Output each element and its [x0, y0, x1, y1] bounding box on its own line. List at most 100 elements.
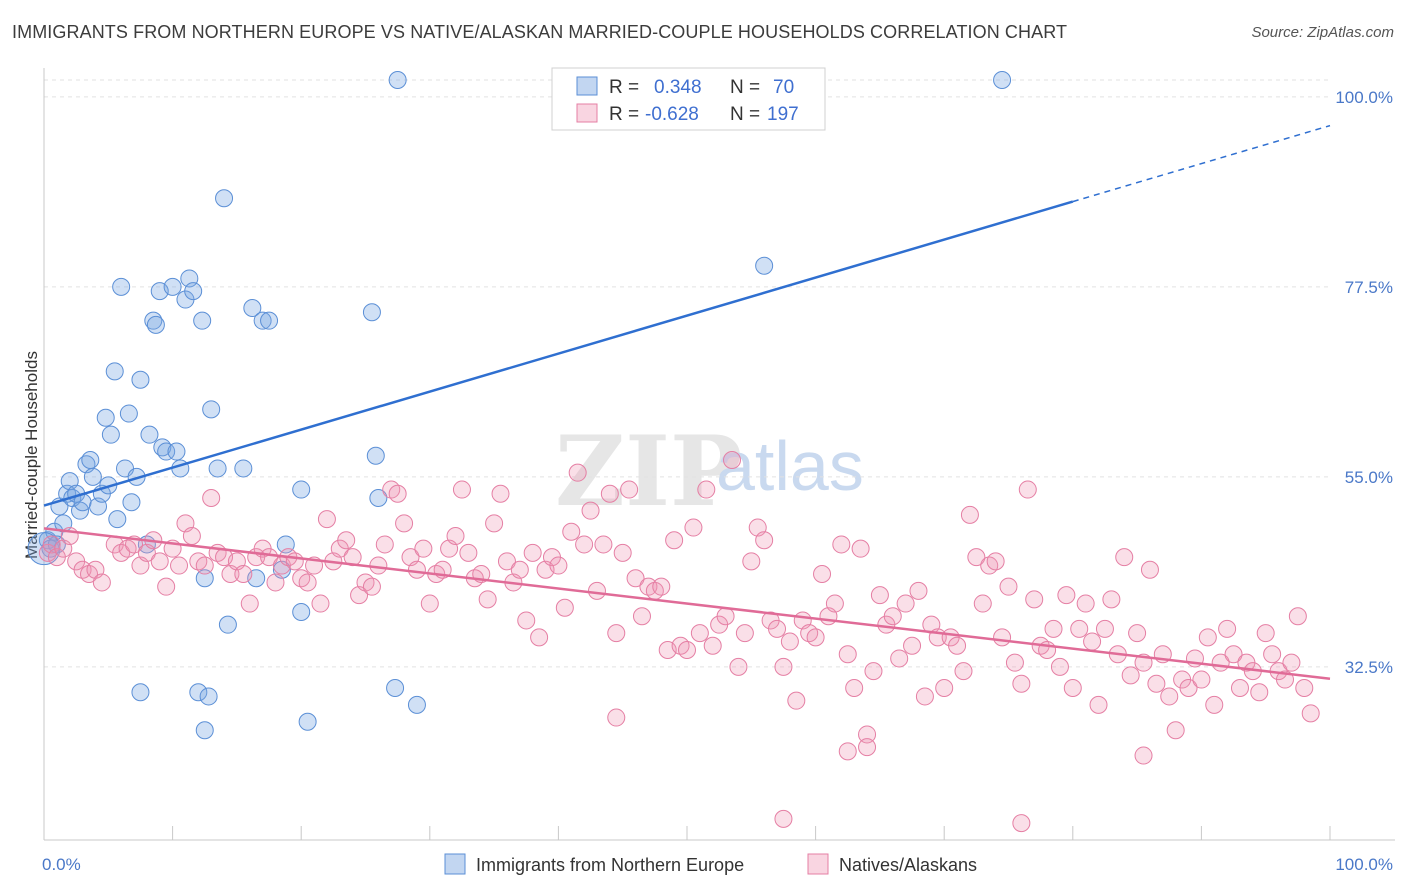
- point-natives-46: [337, 531, 356, 550]
- series-immigrants-northern-europe: [27, 71, 1012, 740]
- point-immigrants-34: [157, 442, 176, 461]
- legend-n-value-blue: 70: [773, 77, 794, 98]
- point-natives-35: [266, 573, 285, 592]
- point-immigrants-66: [195, 721, 214, 740]
- point-natives-30: [234, 565, 253, 583]
- point-natives-106: [723, 451, 742, 469]
- point-immigrants-60: [388, 71, 407, 89]
- point-natives-189: [1256, 624, 1275, 643]
- point-natives-79: [549, 556, 568, 575]
- point-immigrants-61: [386, 679, 405, 697]
- point-natives-202: [607, 708, 626, 727]
- point-natives-111: [755, 531, 774, 550]
- point-natives-145: [973, 594, 992, 613]
- point-immigrants-59: [369, 489, 388, 507]
- point-natives-135: [909, 581, 928, 600]
- point-immigrants-27: [131, 370, 150, 389]
- point-natives-75: [523, 543, 542, 562]
- point-natives-163: [1089, 695, 1108, 714]
- point-natives-157: [1050, 657, 1069, 676]
- point-natives-150: [1005, 653, 1024, 672]
- point-natives-70: [491, 484, 510, 503]
- correlation-legend: R = 0.348 N = 70 R = -0.628 N = 197: [551, 67, 826, 131]
- point-natives-171: [1140, 560, 1159, 579]
- point-natives-50: [362, 577, 381, 596]
- point-natives-92: [632, 607, 651, 626]
- axes: [43, 68, 1395, 841]
- point-natives-133: [896, 594, 915, 613]
- point-natives-43: [317, 510, 336, 529]
- point-natives-108: [735, 624, 754, 643]
- point-natives-80: [555, 598, 574, 617]
- point-natives-197: [774, 809, 793, 828]
- point-natives-86: [594, 535, 613, 554]
- x-tick-label-1: 100.0%: [1335, 855, 1393, 874]
- point-natives-190: [1263, 645, 1282, 664]
- point-immigrants-62: [407, 695, 426, 714]
- point-natives-177: [1179, 679, 1198, 697]
- point-immigrants-46: [218, 615, 237, 634]
- point-natives-159: [1063, 679, 1082, 697]
- bottom-legend-swatch-pink: [807, 853, 829, 875]
- point-natives-54: [388, 484, 407, 503]
- bottom-legend-label-pink: Natives/Alaskans: [839, 855, 977, 875]
- point-natives-119: [806, 628, 825, 647]
- point-natives-57: [407, 560, 426, 579]
- point-natives-65: [459, 543, 478, 562]
- point-immigrants-64: [189, 683, 208, 702]
- point-natives-64: [452, 480, 471, 499]
- chart-title: IMMIGRANTS FROM NORTHERN EUROPE VS NATIV…: [12, 22, 1068, 42]
- point-natives-179: [1192, 670, 1211, 689]
- point-immigrants-44: [208, 459, 227, 478]
- point-natives-180: [1198, 628, 1217, 647]
- legend-r-value-blue: 0.348: [654, 77, 702, 98]
- point-immigrants-63: [131, 683, 150, 702]
- point-natives-88: [607, 624, 626, 643]
- point-immigrants-67: [993, 71, 1012, 89]
- watermark-atlas: atlas: [716, 427, 864, 505]
- point-natives-89: [613, 543, 632, 562]
- y-axis-label: Married-couple Households: [22, 351, 41, 559]
- point-natives-105: [716, 607, 735, 626]
- point-natives-164: [1095, 619, 1114, 638]
- y-tick-label-1: 55.0%: [1345, 468, 1393, 487]
- point-natives-162: [1083, 632, 1102, 651]
- point-immigrants-49: [243, 299, 262, 317]
- point-natives-194: [1288, 607, 1307, 626]
- point-natives-24: [195, 556, 214, 575]
- point-natives-42: [311, 594, 330, 613]
- point-natives-113: [768, 619, 787, 638]
- point-immigrants-54: [292, 603, 311, 621]
- point-natives-40: [298, 573, 317, 592]
- trend-line-immigrants: [43, 200, 1074, 507]
- point-immigrants-40: [184, 282, 203, 301]
- point-natives-100: [684, 518, 703, 537]
- point-natives-183: [1218, 619, 1237, 638]
- point-natives-109: [742, 552, 761, 571]
- point-natives-174: [1160, 687, 1179, 706]
- point-natives-69: [485, 514, 504, 533]
- point-natives-73: [510, 560, 529, 579]
- point-immigrants-68: [755, 256, 774, 275]
- point-natives-132: [890, 649, 909, 668]
- point-immigrants-17: [96, 408, 115, 427]
- point-natives-95: [652, 577, 671, 596]
- point-natives-143: [960, 505, 979, 524]
- point-natives-128: [864, 662, 883, 681]
- point-immigrants-13: [81, 451, 100, 469]
- point-immigrants-43: [202, 400, 221, 419]
- trend-line-natives: [43, 527, 1331, 680]
- point-natives-168: [1121, 666, 1140, 685]
- point-natives-55: [395, 514, 414, 533]
- y-tick-label-3: 100.0%: [1335, 88, 1393, 107]
- bottom-legend-swatch-blue: [444, 853, 466, 875]
- y-tick-label-2: 77.5%: [1345, 278, 1393, 297]
- point-natives-63: [446, 527, 465, 545]
- point-immigrants-50: [253, 311, 272, 330]
- point-natives-34: [260, 548, 279, 567]
- legend-swatch-pink: [576, 103, 598, 123]
- watermark: ZIP atlas: [555, 415, 864, 528]
- point-natives-129: [870, 586, 889, 605]
- point-immigrants-29: [140, 425, 159, 444]
- point-natives-101: [690, 624, 709, 643]
